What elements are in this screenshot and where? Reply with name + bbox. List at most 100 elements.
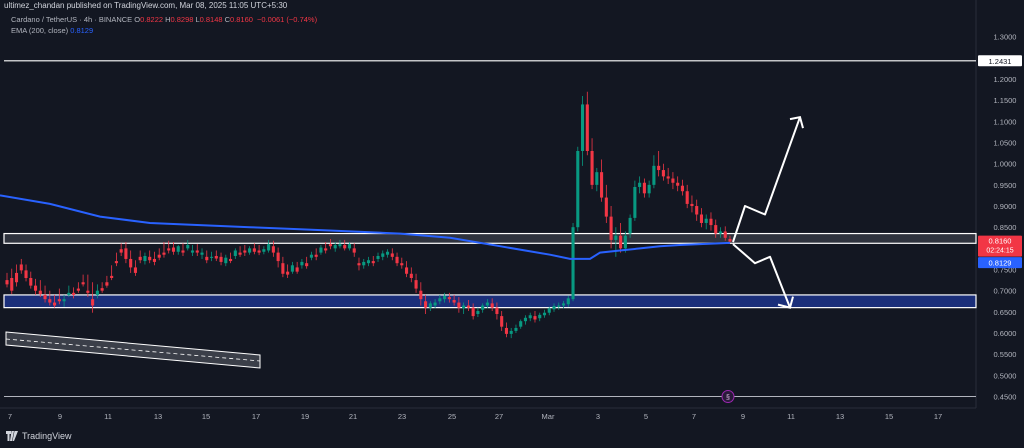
y-tick-label: 0.9000 <box>994 202 1017 211</box>
x-tick-label: 21 <box>349 412 357 421</box>
candle-body <box>628 217 632 234</box>
channel-midline <box>5 338 261 362</box>
candle-body <box>200 252 204 255</box>
ema-price-tag-bg <box>978 257 1022 269</box>
x-tick-label: 25 <box>448 412 456 421</box>
candle-body <box>305 263 309 267</box>
x-tick-label: 15 <box>202 412 210 421</box>
candle-body <box>271 246 275 253</box>
x-tick-label: 7 <box>692 412 696 421</box>
ema-price-tag: 0.8129 <box>989 259 1012 268</box>
candle-body <box>557 305 561 307</box>
y-tick-label: 0.8500 <box>994 223 1017 232</box>
indicator-legend: EMA (200, close) 0.8129 <box>11 26 93 35</box>
candle-body <box>590 151 594 185</box>
ohlc-key: H <box>165 15 171 24</box>
candle-body <box>704 218 708 223</box>
candle-body <box>519 321 523 327</box>
candle-body <box>400 263 404 266</box>
candle-body <box>376 255 380 259</box>
candle-body <box>19 264 23 271</box>
symbol-legend: Cardano / TetherUS · 4h · BINANCE O0.822… <box>11 15 317 24</box>
candle-body <box>281 263 285 274</box>
candle-body <box>366 260 371 264</box>
candle-body <box>390 253 394 257</box>
candle-body <box>538 314 542 319</box>
candle-body <box>190 250 195 253</box>
candle-body <box>152 258 156 262</box>
ohlc-l: L0.8148 <box>195 15 222 24</box>
candle-body <box>433 302 437 306</box>
candle-body <box>685 191 689 204</box>
candle-body <box>114 261 118 264</box>
event-marker-glyph: § <box>726 395 730 402</box>
candle-body <box>523 317 528 322</box>
ohlc-key: O <box>134 15 141 24</box>
candle-body <box>490 303 494 308</box>
candle-body <box>181 250 185 253</box>
candle-body <box>452 300 456 303</box>
candle-body <box>666 176 670 179</box>
candle-body <box>328 244 332 247</box>
x-tick-label: 11 <box>787 412 795 421</box>
ohlc-value: 0.8222 <box>140 15 164 24</box>
ohlc-value: 0.8160 <box>229 15 253 24</box>
candle-body <box>514 327 518 331</box>
candle-body <box>409 273 413 278</box>
candle-body <box>585 104 589 151</box>
y-tick-label: 1.1000 <box>994 117 1017 126</box>
candle-body <box>67 292 71 295</box>
candle-body <box>133 267 137 273</box>
symbol-name[interactable]: Cardano / TetherUS · 4h · BINANCE <box>11 15 133 24</box>
x-tick-label: 13 <box>154 412 162 421</box>
candle-body <box>718 231 723 234</box>
candle-body <box>286 271 290 275</box>
x-tick-label: 19 <box>301 412 309 421</box>
candle-body <box>124 248 128 259</box>
candle-body <box>357 263 361 266</box>
candle-body <box>424 301 428 308</box>
candle-body <box>633 186 637 218</box>
candle-body <box>638 182 642 187</box>
y-tick-label: 0.6000 <box>994 329 1017 338</box>
candle-body <box>542 312 547 316</box>
ema-label[interactable]: EMA (200, close) <box>11 26 69 35</box>
candle-body <box>338 244 342 247</box>
x-tick-label: 15 <box>885 412 893 421</box>
bullish-arrowhead-icon <box>789 115 804 129</box>
y-tick-label: 1.2000 <box>994 75 1017 84</box>
candle-body <box>699 214 704 223</box>
candle-body <box>138 256 142 261</box>
candle-body <box>219 256 223 262</box>
candle-body <box>547 308 551 313</box>
candle-body <box>695 206 699 215</box>
y-tick-label: 0.6500 <box>994 308 1017 317</box>
candle-body <box>110 275 114 278</box>
candle-body <box>623 235 627 249</box>
candle-body <box>647 184 651 194</box>
candle-body <box>62 299 66 302</box>
candle-body <box>728 238 732 242</box>
y-tick-label: 0.4500 <box>994 393 1017 402</box>
candle-body <box>148 256 152 261</box>
candle-body <box>314 254 318 257</box>
candle-body <box>233 250 237 256</box>
ohlc-value: 0.8298 <box>170 15 194 24</box>
x-tick-label: 9 <box>58 412 62 421</box>
candle-body <box>466 305 470 308</box>
ema-line <box>0 194 731 260</box>
candle-body <box>581 104 585 151</box>
candle-body <box>129 258 133 268</box>
candle-body <box>657 165 661 171</box>
candle-body <box>676 182 680 186</box>
candle-body <box>571 227 575 300</box>
candle-body <box>609 216 613 240</box>
candle-body <box>300 261 304 266</box>
candle-body <box>619 235 623 249</box>
x-tick-label: 17 <box>934 412 942 421</box>
candle-body <box>457 302 461 308</box>
ohlc-key: L <box>195 15 200 24</box>
candle-body <box>561 303 566 306</box>
candle-body <box>438 298 442 302</box>
